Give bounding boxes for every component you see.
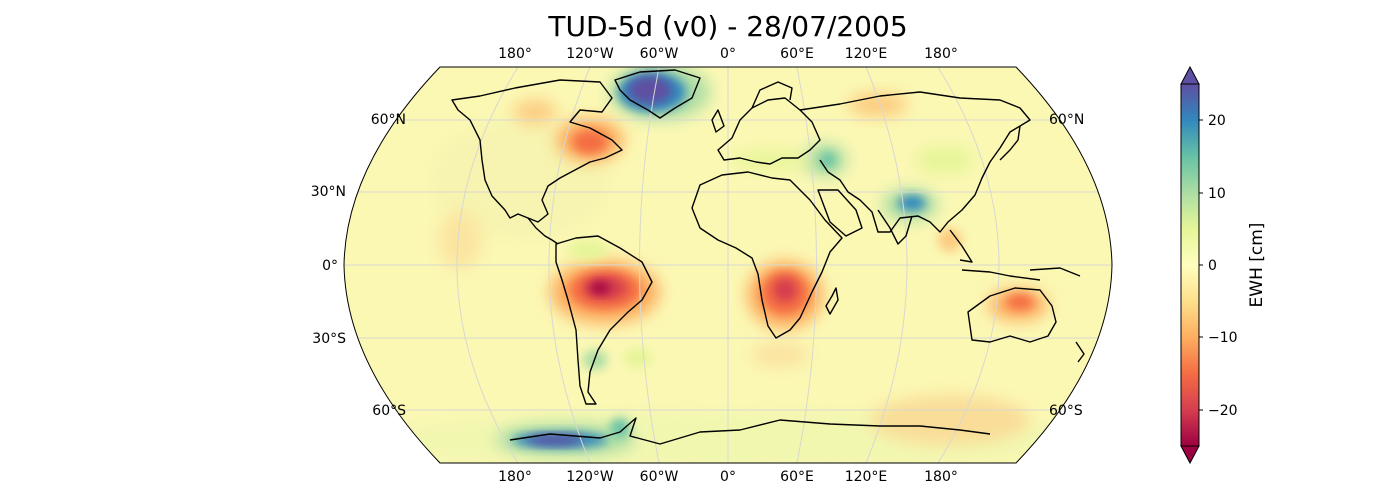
coastlines bbox=[451, 69, 1085, 445]
globe-outline bbox=[343, 66, 1113, 464]
lat-label: 60°N bbox=[371, 112, 406, 128]
colorbar-tick: −10 bbox=[1208, 330, 1238, 346]
lon-label: 120°E bbox=[845, 46, 888, 62]
lon-label: 0° bbox=[720, 469, 736, 485]
colorbar-tick: 0 bbox=[1208, 258, 1217, 274]
lon-labels-bottom: 180° 120°W 60°W 0° 60°E 120°E 180° bbox=[498, 469, 958, 485]
lon-label: 60°E bbox=[780, 46, 814, 62]
colorbar-extend-top bbox=[1180, 65, 1200, 85]
lon-label: 120°W bbox=[566, 46, 614, 62]
lat-labels-left: 60°N 30°N 0° 30°S 60°S bbox=[311, 112, 406, 419]
colorbar-extend-bottom bbox=[1180, 445, 1200, 465]
colorbar-tick: 20 bbox=[1208, 113, 1226, 129]
anomaly-caspian bbox=[820, 152, 836, 168]
lat-label: 60°S bbox=[1049, 403, 1083, 419]
lon-label: 60°E bbox=[780, 469, 814, 485]
lat-label: 60°S bbox=[372, 403, 406, 419]
lon-label: 120°E bbox=[845, 469, 888, 485]
colorbar-tick: 10 bbox=[1208, 186, 1226, 202]
lat-label: 30°S bbox=[312, 331, 346, 347]
colorbar-label: EWH [cm] bbox=[1247, 223, 1267, 308]
map-title: TUD-5d (v0) - 28/07/2005 bbox=[548, 10, 908, 43]
anomaly-ganges bbox=[898, 195, 926, 211]
lon-label: 0° bbox=[720, 46, 736, 62]
lon-label: 60°W bbox=[640, 469, 679, 485]
lat-labels-right: 60°N 60°S bbox=[1049, 112, 1084, 419]
lon-label: 180° bbox=[924, 469, 958, 485]
lon-label: 120°W bbox=[566, 469, 614, 485]
lat-label: 30°N bbox=[311, 184, 346, 200]
lon-label: 180° bbox=[498, 46, 532, 62]
lon-label: 60°W bbox=[640, 46, 679, 62]
colorbar-tick: −20 bbox=[1208, 403, 1238, 419]
lon-label: 180° bbox=[498, 469, 532, 485]
lon-labels-top: 180° 120°W 60°W 0° 60°E 120°E 180° bbox=[498, 46, 958, 62]
colorbar-body bbox=[1180, 83, 1200, 447]
colorbar: 20 10 0 −10 −20 EWH [cm] bbox=[1180, 65, 1267, 465]
lat-label: 60°N bbox=[1049, 112, 1084, 128]
lat-label: 0° bbox=[322, 258, 338, 274]
map-globe bbox=[343, 66, 1113, 464]
lon-label: 180° bbox=[924, 46, 958, 62]
